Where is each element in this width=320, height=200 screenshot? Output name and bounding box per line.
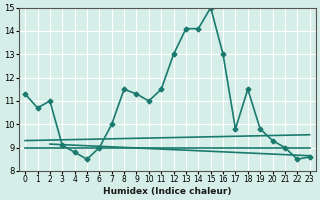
- X-axis label: Humidex (Indice chaleur): Humidex (Indice chaleur): [103, 187, 232, 196]
